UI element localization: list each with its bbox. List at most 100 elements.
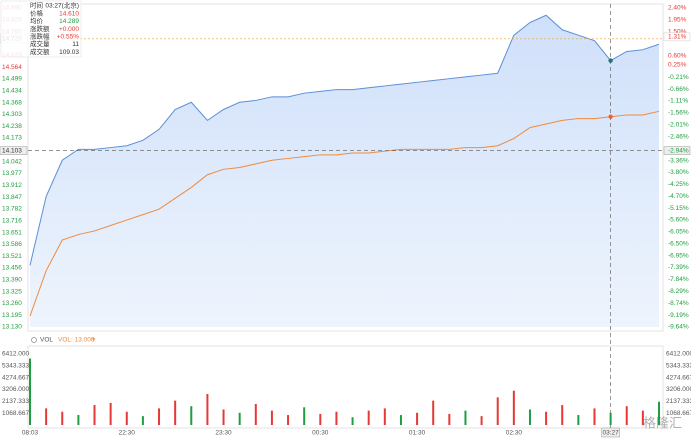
y2-tick-label: -0.66% bbox=[668, 86, 689, 93]
price-frame bbox=[27, 3, 664, 332]
y2-tick-label: -8.74% bbox=[668, 300, 689, 307]
x-tick-label: 23:30 bbox=[215, 430, 232, 437]
watermark: 格隆汇 bbox=[643, 415, 682, 430]
volume-bar bbox=[432, 400, 435, 425]
y-tick-label: 14.499 bbox=[2, 76, 22, 83]
volume-bar bbox=[512, 390, 515, 425]
vol-tick-label: 2137.333 bbox=[666, 398, 691, 405]
volume-bar bbox=[448, 413, 451, 425]
label-box bbox=[663, 32, 691, 42]
y2-tick-label: -5.60% bbox=[668, 217, 689, 224]
volume-bar bbox=[577, 415, 580, 425]
tooltip-label: 成交量 bbox=[30, 39, 50, 48]
y-tick-label: 14.368 bbox=[2, 99, 22, 106]
tooltip-label: 时间 bbox=[30, 1, 43, 10]
volume-bar bbox=[480, 416, 483, 425]
vol-tick-label: 4274.667 bbox=[666, 374, 691, 381]
volume-legend[interactable]: VOL: 13.000 bbox=[58, 337, 95, 344]
volume-bar bbox=[545, 411, 548, 425]
y2-tick-label: -7.39% bbox=[668, 264, 689, 271]
crosshair-label: -2.94% bbox=[668, 147, 689, 154]
volume-bar bbox=[528, 409, 531, 425]
y-tick-label: 13.912 bbox=[2, 182, 22, 189]
volume-bar bbox=[303, 407, 306, 425]
legend-icon[interactable] bbox=[31, 337, 37, 343]
y2-tick-label: -2.46% bbox=[668, 133, 689, 140]
x-tick-label: 08:03 bbox=[22, 430, 39, 437]
y-tick-label: 13.325 bbox=[2, 288, 22, 295]
y2-tick-label: -8.29% bbox=[668, 288, 689, 295]
volume-legend: VOL bbox=[40, 337, 53, 344]
y-tick-label: 14.042 bbox=[2, 158, 22, 165]
tooltip-label: 涨跌幅 bbox=[30, 32, 50, 41]
y-tick-label: 14.564 bbox=[2, 64, 22, 71]
tooltip-value: 03:27(北京) bbox=[45, 1, 79, 10]
y-tick-label: 13.130 bbox=[2, 324, 22, 331]
vol-tick-label: 6412.000 bbox=[666, 351, 691, 358]
volume-bar bbox=[29, 358, 31, 425]
vol-tick-label: 6412.000 bbox=[2, 351, 29, 358]
volume-bar bbox=[287, 415, 290, 425]
price-dot bbox=[608, 58, 613, 63]
x-tick-label: 03:27 bbox=[602, 430, 619, 437]
y-tick-label: 13.390 bbox=[2, 277, 22, 284]
volume-bar bbox=[93, 405, 96, 425]
y2-tick-label: -4.70% bbox=[668, 193, 689, 200]
vol-tick-label: 3206.000 bbox=[666, 386, 691, 393]
y-tick-label: 14.238 bbox=[2, 123, 22, 130]
y-tick-label: 13.586 bbox=[2, 241, 22, 248]
volume-bar bbox=[383, 408, 386, 425]
y2-tick-label: -7.84% bbox=[668, 276, 689, 283]
volume-bar bbox=[141, 416, 144, 425]
y2-tick-label: 2.40% bbox=[668, 5, 687, 12]
vol-tick-label: 3206.000 bbox=[2, 386, 29, 393]
volume-bar bbox=[351, 417, 354, 425]
tooltip-label: 价格 bbox=[30, 8, 44, 17]
volume-bar bbox=[109, 402, 112, 425]
y-tick-label: 13.521 bbox=[2, 253, 22, 260]
volume-bar bbox=[464, 410, 467, 425]
volume-bar bbox=[158, 408, 161, 425]
vol-tick-label: 1068.667 bbox=[2, 410, 29, 417]
y2-tick-label: -3.36% bbox=[668, 157, 689, 164]
y-tick-label: 13.195 bbox=[2, 312, 22, 319]
y-tick-label: 13.977 bbox=[2, 170, 22, 177]
volume-bar bbox=[641, 410, 644, 425]
crosshair-label: 14.103 bbox=[2, 147, 22, 154]
tooltip-value: 11 bbox=[72, 41, 79, 48]
tooltip-value: 14.289 bbox=[59, 18, 79, 25]
volume-bar bbox=[77, 415, 80, 425]
volume-bar bbox=[335, 411, 338, 425]
y-tick-label: 13.847 bbox=[2, 194, 22, 201]
y-tick-label: 13.782 bbox=[2, 206, 22, 213]
volume-bar bbox=[206, 393, 209, 425]
y-tick-label: 13.651 bbox=[2, 229, 22, 236]
tooltip-label: 成交额 bbox=[30, 47, 50, 56]
reference-label: 1.31% bbox=[668, 34, 687, 41]
y-tick-label: 14.303 bbox=[2, 111, 22, 118]
volume-bar bbox=[561, 405, 564, 425]
label-box bbox=[663, 146, 691, 155]
volume-bar bbox=[254, 403, 257, 425]
tooltip-value: +0.000 bbox=[59, 26, 79, 33]
line-1 bbox=[29, 110, 660, 317]
volume-bar bbox=[174, 400, 177, 425]
y2-tick-label: -6.05% bbox=[668, 229, 689, 236]
tooltip-box bbox=[0, 0, 82, 58]
y2-tick-label: -5.15% bbox=[668, 205, 689, 212]
volume-bar bbox=[190, 406, 193, 425]
x-tick-label: 22:30 bbox=[119, 430, 136, 437]
dropdown-icon[interactable]: ▾ bbox=[92, 337, 96, 344]
y2-tick-label: 0.60% bbox=[668, 52, 687, 59]
tooltip-value: 14.610 bbox=[59, 10, 79, 17]
y-tick-label: 13.456 bbox=[2, 265, 22, 272]
volume-bar bbox=[416, 412, 419, 425]
vol-tick-label: 4274.667 bbox=[2, 374, 29, 381]
volume-bar bbox=[496, 397, 499, 425]
y2-tick-label: -0.21% bbox=[668, 74, 689, 81]
volume-bar bbox=[593, 408, 596, 425]
volume-bar bbox=[125, 411, 128, 425]
label-box bbox=[0, 146, 28, 155]
y2-tick-label: -1.11% bbox=[668, 98, 688, 105]
tooltip-label: 均价 bbox=[30, 16, 44, 25]
